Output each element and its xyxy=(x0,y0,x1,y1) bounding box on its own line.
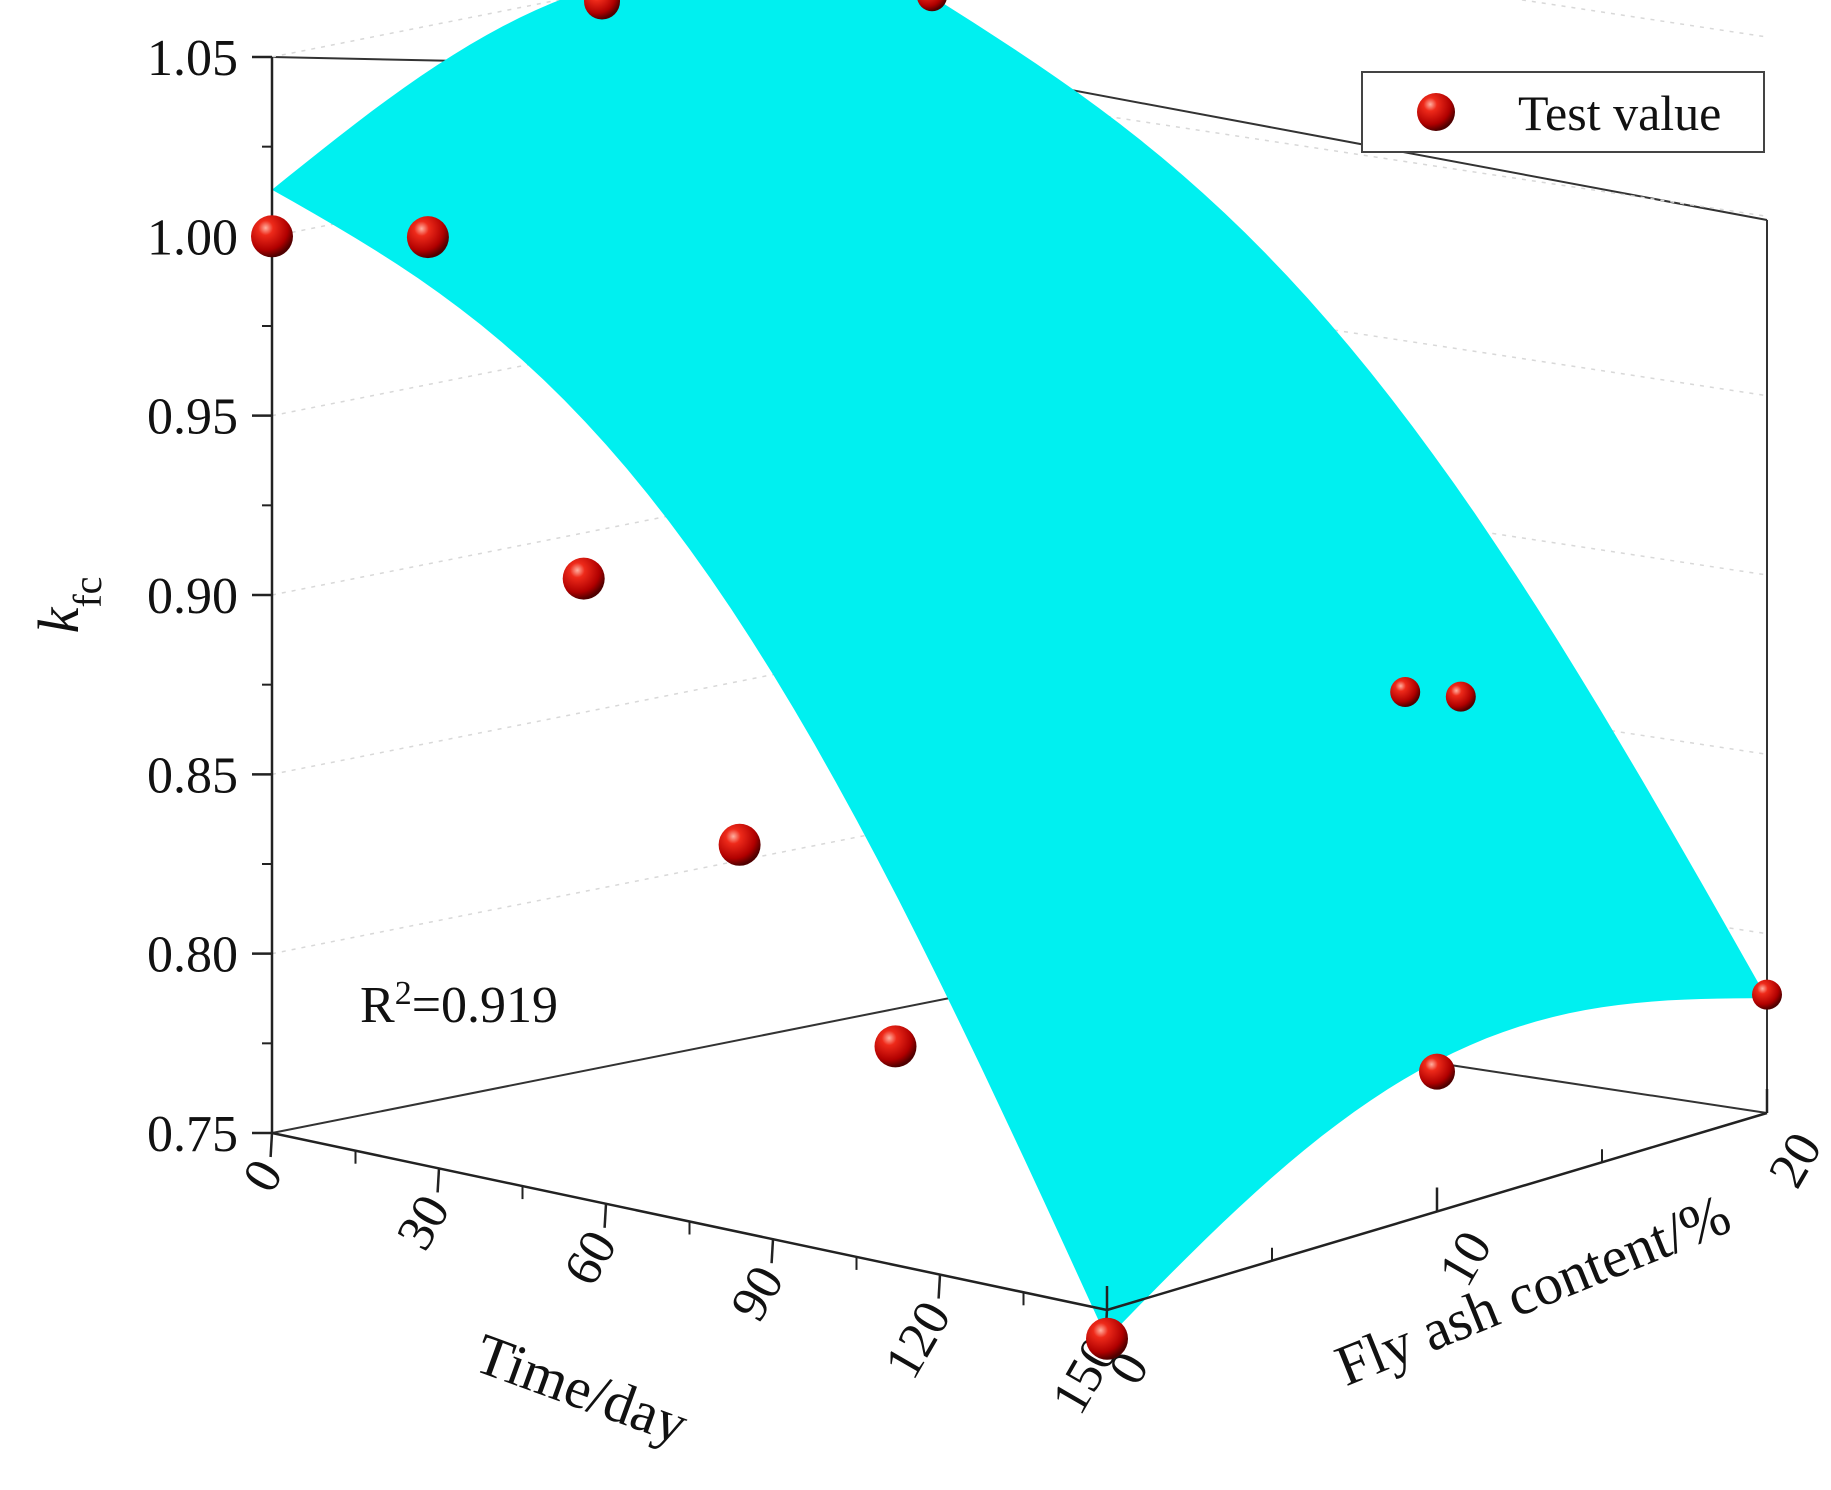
fly-ash-axis-title: Fly ash content/% xyxy=(1326,1181,1739,1398)
grid-line xyxy=(271,454,1768,596)
grid-line xyxy=(271,95,1768,238)
z-tick-label: 0.95 xyxy=(147,389,238,446)
time-tick-label: 120 xyxy=(874,1292,962,1388)
time-tick-label: 30 xyxy=(386,1186,461,1260)
test-value-point xyxy=(1419,1053,1455,1090)
time-tick-label: 60 xyxy=(553,1221,628,1295)
z-tick-label: 0.75 xyxy=(147,1106,238,1163)
test-value-point xyxy=(917,0,947,12)
test-value-point xyxy=(1445,681,1476,712)
time-tick xyxy=(770,1239,775,1264)
time-tick xyxy=(603,1203,608,1228)
legend: Test value xyxy=(1361,71,1765,153)
test-value-point xyxy=(718,823,761,866)
legend-marker xyxy=(1417,93,1455,131)
z-ticks: 0.75 0.80 0.85 0.90 0.95 1.00 1.05 xyxy=(147,30,272,1163)
z-tick-label: 1.00 xyxy=(147,209,238,266)
z-axis-title: kfc xyxy=(26,577,110,634)
z-tick-label: 1.05 xyxy=(147,30,238,87)
z-tick-label: 0.80 xyxy=(147,927,238,984)
time-tick-label: 0 xyxy=(232,1151,294,1202)
grid-line xyxy=(271,274,1768,417)
test-value-point xyxy=(406,216,449,259)
time-tick xyxy=(269,1132,274,1158)
test-value-point xyxy=(1086,1317,1128,1360)
legend-label: Test value xyxy=(1518,85,1721,141)
test-value-point xyxy=(584,0,620,20)
fly-ash-tick-label: 20 xyxy=(1758,1123,1831,1197)
time-axis-title: Time/day xyxy=(467,1320,696,1456)
z-tick-label: 0.85 xyxy=(147,747,238,804)
test-value-point xyxy=(251,215,293,258)
time-tick xyxy=(937,1274,942,1299)
z-tick-label: 0.90 xyxy=(147,568,238,625)
test-value-point xyxy=(874,1025,917,1068)
r-squared-annotation: R2=0.919 xyxy=(360,975,558,1035)
test-value-point xyxy=(1390,677,1421,707)
floor-back-left xyxy=(271,992,976,1134)
fitted-surface xyxy=(272,0,1767,1339)
time-tick xyxy=(436,1168,441,1193)
time-tick-label: 90 xyxy=(720,1257,795,1331)
test-value-point xyxy=(562,557,605,600)
test-value-point xyxy=(1752,979,1782,1010)
time-ticks: 030 60 90 120 150 xyxy=(232,1132,1129,1424)
test-value-points xyxy=(251,0,1782,1360)
